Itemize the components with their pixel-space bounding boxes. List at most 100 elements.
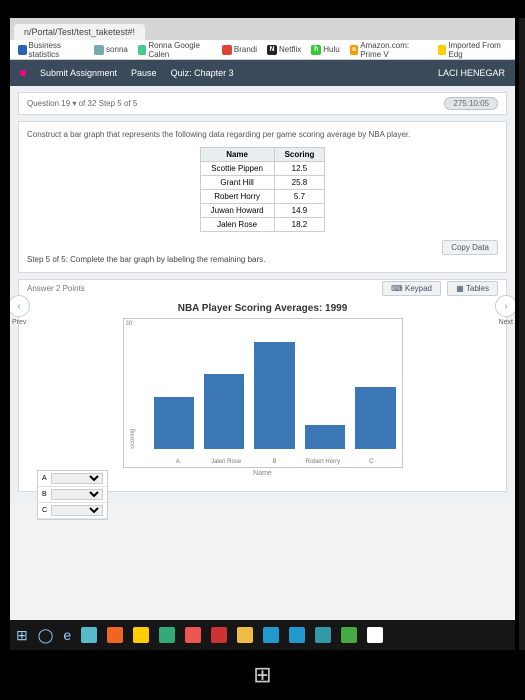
table-cell: 18.2 xyxy=(274,218,325,232)
chart-bar xyxy=(355,387,395,449)
chart-bar xyxy=(154,397,194,449)
favicon-icon xyxy=(18,45,27,55)
table-cell: Grant Hill xyxy=(200,176,274,190)
x-tick-label: Jalen Rose xyxy=(202,459,250,465)
windows-button-bezel: ⊞ xyxy=(0,650,525,700)
taskbar-app-icon[interactable] xyxy=(81,627,97,643)
table-cell: Juwan Howard xyxy=(200,204,274,218)
bookmark-label: Imported From Edg xyxy=(448,41,507,59)
bezel-right xyxy=(519,18,525,650)
browser-tab[interactable]: n/Portal/Test/test_taketest#! xyxy=(14,24,145,40)
question-position[interactable]: Question 19 ▾ of 32 Step 5 of 5 xyxy=(27,99,137,108)
table-cell: 25.8 xyxy=(274,176,325,190)
bookmark-item[interactable]: hHulu xyxy=(311,45,339,55)
bookmark-label: Amazon.com: Prime V xyxy=(360,41,428,59)
bookmark-label: Brandi xyxy=(234,45,257,54)
label-select[interactable] xyxy=(51,473,103,484)
table-cell: Scottie Pippen xyxy=(200,162,274,176)
browser-tabs: n/Portal/Test/test_taketest#! xyxy=(10,18,515,40)
taskbar-app-icon[interactable] xyxy=(211,627,227,643)
bookmark-item[interactable]: Brandi xyxy=(222,45,257,55)
label-select[interactable] xyxy=(51,489,103,500)
next-button[interactable]: › xyxy=(495,295,515,317)
chart-bar xyxy=(204,374,244,449)
chart-title: NBA Player Scoring Averages: 1999 xyxy=(29,303,496,314)
table-header: Scoring xyxy=(274,148,325,162)
bookmark-label: Hulu xyxy=(323,45,339,54)
data-table: NameScoring Scottie Pippen12.5Grant Hill… xyxy=(200,147,326,232)
bookmark-bar: Business statistics sonna Ronna Google Cal… xyxy=(10,40,515,60)
label-dropdowns: A B C xyxy=(37,470,108,520)
favicon-icon xyxy=(138,45,147,55)
bookmark-item[interactable]: NNetflix xyxy=(267,45,301,55)
y-axis-label: Scoring xyxy=(130,325,136,449)
taskbar-app-icon[interactable] xyxy=(263,627,279,643)
dropdown-row: B xyxy=(38,487,107,503)
prev-label: Prev xyxy=(12,319,26,326)
question-instruction: Construct a bar graph that represents th… xyxy=(27,130,498,139)
taskbar-app-icon[interactable] xyxy=(159,627,175,643)
taskbar-app-icon[interactable] xyxy=(107,627,123,643)
chart-bar xyxy=(254,342,294,449)
keypad-button[interactable]: ⌨ Keypad xyxy=(382,281,441,296)
bookmark-item[interactable]: Business statistics xyxy=(18,41,84,59)
bookmark-label: Netflix xyxy=(279,45,301,54)
tables-button[interactable]: ▦ Tables xyxy=(447,281,498,296)
bookmark-item[interactable]: Ronna Google Calen xyxy=(138,41,212,59)
x-tick-label: C xyxy=(347,459,395,465)
table-row: Juwan Howard14.9 xyxy=(200,204,325,218)
quiz-chapter-link[interactable]: Quiz: Chapter 3 xyxy=(171,68,234,78)
table-cell: 12.5 xyxy=(274,162,325,176)
taskbar: ⊞ ◯ e xyxy=(10,620,515,650)
chart-bar xyxy=(305,425,345,449)
taskbar-app-icon[interactable] xyxy=(367,627,383,643)
x-tick-label: Robert Horry xyxy=(299,459,347,465)
bookmark-item[interactable]: aAmazon.com: Prime V xyxy=(350,41,428,59)
table-cell: Jalen Rose xyxy=(200,218,274,232)
label-select[interactable] xyxy=(51,505,103,516)
table-header: Name xyxy=(200,148,274,162)
favicon-icon: a xyxy=(350,45,359,55)
bar-chart: AJalen RoseBRobert HorryC 30 Scoring xyxy=(123,318,403,468)
favicon-icon: N xyxy=(267,45,277,55)
favicon-icon xyxy=(94,45,104,55)
next-label: Next xyxy=(499,319,513,326)
answer-points: Answer 2 Points xyxy=(27,284,85,293)
bookmark-item[interactable]: Imported From Edg xyxy=(438,41,507,59)
taskbar-app-icon[interactable] xyxy=(185,627,201,643)
dropdown-row: C xyxy=(38,503,107,519)
assignment-bar: Submit Assignment Pause Quiz: Chapter 3 … xyxy=(10,60,515,86)
bookmark-label: Ronna Google Calen xyxy=(148,41,212,59)
favicon-icon xyxy=(222,45,232,55)
bookmark-item[interactable]: sonna xyxy=(94,45,128,55)
dropdown-letter: C xyxy=(42,507,47,514)
timer-pill: 275:10:05 xyxy=(444,97,498,110)
submit-assignment-link[interactable]: Submit Assignment xyxy=(40,68,117,78)
dropdown-letter: B xyxy=(42,491,47,498)
table-cell: 14.9 xyxy=(274,204,325,218)
step-instruction: Step 5 of 5: Complete the bar graph by l… xyxy=(27,255,498,264)
taskbar-app-icon[interactable] xyxy=(237,627,253,643)
user-name: LACI HENEGAR xyxy=(438,68,505,78)
taskbar-app-icon[interactable] xyxy=(341,627,357,643)
taskbar-sys-icon[interactable]: ◯ xyxy=(38,627,54,644)
windows-logo-icon[interactable]: ⊞ xyxy=(253,662,271,688)
taskbar-app-icon[interactable] xyxy=(315,627,331,643)
favicon-icon: h xyxy=(311,45,321,55)
copy-data-button[interactable]: Copy Data xyxy=(442,240,498,255)
answer-block: Answer 2 Points ⌨ Keypad ▦ Tables NBA Pl… xyxy=(18,279,507,492)
question-body: Construct a bar graph that represents th… xyxy=(18,121,507,273)
taskbar-app-icon[interactable] xyxy=(133,627,149,643)
table-cell: Robert Horry xyxy=(200,190,274,204)
dropdown-letter: A xyxy=(42,475,47,482)
taskbar-app-icon[interactable] xyxy=(289,627,305,643)
taskbar-sys-icon[interactable]: e xyxy=(63,627,71,643)
table-cell: 5.7 xyxy=(274,190,325,204)
taskbar-sys-icon[interactable]: ⊞ xyxy=(16,627,28,644)
x-tick-label: A xyxy=(154,459,202,465)
pause-link[interactable]: Pause xyxy=(131,68,157,78)
table-row: Robert Horry5.7 xyxy=(200,190,325,204)
table-row: Scottie Pippen12.5 xyxy=(200,162,325,176)
dropdown-row: A xyxy=(38,471,107,487)
question-bar: Question 19 ▾ of 32 Step 5 of 5 275:10:0… xyxy=(18,92,507,115)
